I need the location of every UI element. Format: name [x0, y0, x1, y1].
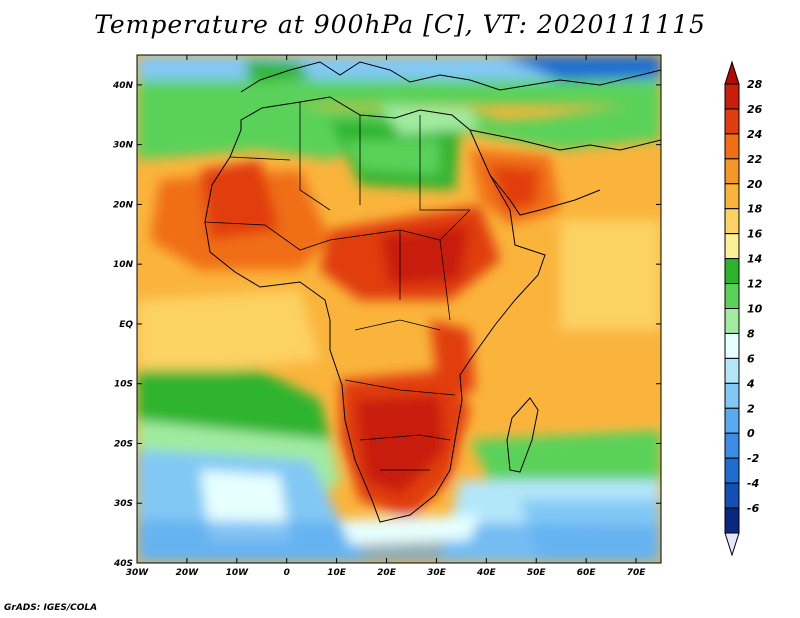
axis-ticks	[136, 55, 661, 564]
colorbar-label: 22	[747, 153, 763, 166]
colorbar-label: -2	[747, 452, 760, 465]
colorbar-segment	[724, 158, 740, 185]
lat-label: 40S	[113, 559, 133, 569]
colorbar-segment	[724, 332, 740, 359]
lat-label: 20N	[113, 200, 134, 210]
map-title: Temperature at 900hPa [C], VT: 202011111…	[94, 10, 706, 39]
lat-label: 40N	[112, 81, 134, 91]
colorbar-label: -4	[747, 477, 759, 490]
lat-label: 10S	[114, 380, 133, 390]
colorbar-bottom-arrow	[724, 532, 740, 557]
lon-label: 10W	[226, 568, 250, 578]
colorbar-segment	[724, 283, 740, 309]
europe-coastline	[240, 61, 661, 93]
colorbar-label: 14	[747, 253, 762, 266]
lat-label: 20S	[114, 439, 133, 449]
colorbar-segment	[724, 258, 740, 285]
borders	[204, 102, 471, 471]
lat-label: 30S	[114, 499, 133, 509]
africa-coastline	[204, 96, 546, 523]
colorbar-segment	[724, 108, 740, 135]
colorbar-label: 26	[747, 103, 763, 116]
coastlines	[204, 61, 661, 523]
arabia-coastline	[469, 129, 661, 216]
colorbar-label: 20	[747, 178, 763, 191]
madagascar-coastline	[506, 397, 539, 473]
colorbar-label: 10	[747, 303, 763, 316]
map-frame	[136, 54, 662, 564]
colorbar-segment	[724, 357, 740, 384]
lon-label: 0	[284, 568, 290, 578]
lon-label: 20E	[377, 568, 397, 578]
lon-label: 70E	[627, 568, 647, 578]
colorbar-label: 24	[747, 128, 762, 141]
lon-label: 20W	[176, 568, 200, 578]
colorbar-label: -6	[747, 502, 760, 515]
colorbar-segment	[724, 183, 740, 210]
colorbar-label: 4	[746, 377, 755, 390]
lon-label: 50E	[527, 568, 547, 578]
colorbar-segment	[724, 432, 740, 459]
colorbar-segment	[724, 382, 740, 409]
longitude-labels: 30W 20W 10W 0 10E 20E 30E 40E 50E 60E 70E	[126, 568, 646, 578]
colorbar-segment	[724, 308, 740, 334]
colorbar-label: 8	[747, 327, 755, 340]
lon-label: 30E	[427, 568, 447, 578]
colorbar-label: 0	[747, 427, 755, 440]
colorbar-label: 6	[747, 352, 755, 365]
colorbar-segment	[724, 233, 740, 260]
colorbar-label: 2	[747, 402, 755, 415]
credit-label: GrADS: IGES/COLA	[4, 603, 98, 613]
colorbar-segment	[724, 407, 740, 434]
colorbar-segment	[724, 457, 740, 484]
lon-label: 40E	[476, 568, 497, 578]
lon-label: 60E	[577, 568, 597, 578]
colorbar-label: 12	[747, 278, 763, 291]
lat-label: 30N	[113, 141, 134, 151]
colorbar-label: 18	[747, 203, 763, 216]
colorbar-segment	[724, 83, 740, 110]
colorbar-segment	[724, 507, 740, 534]
lon-label: 30W	[126, 568, 150, 578]
colorbar-segment	[724, 208, 740, 235]
temperature-field	[137, 55, 661, 563]
latitude-labels: 40N 30N 20N 10N EQ 10S 20S 30S 40S	[112, 81, 134, 569]
lat-label: EQ	[119, 320, 133, 330]
colorbar-top-arrow	[724, 60, 740, 85]
lat-label: 10N	[113, 260, 134, 270]
colorbar-segment	[724, 482, 740, 509]
colorbar-label: 28	[747, 78, 763, 91]
colorbar-segment	[724, 133, 740, 160]
lon-label: 10E	[327, 568, 347, 578]
colorbar-label: 16	[747, 228, 763, 241]
